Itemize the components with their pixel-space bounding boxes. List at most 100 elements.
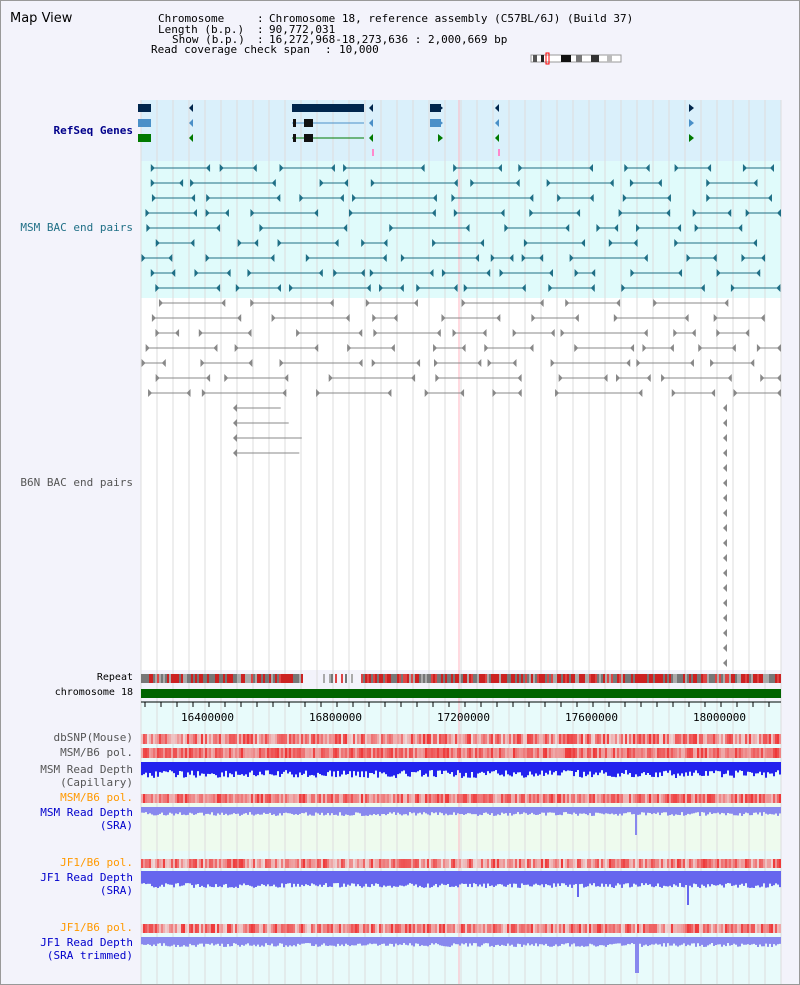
repeat-bar — [295, 674, 297, 683]
msm-pol-heat-bar — [229, 748, 231, 758]
jf1-pol-heat-bar — [277, 859, 279, 868]
jf1-pol-heat-bar — [709, 859, 711, 868]
msm-pol2-heat-bar — [643, 794, 645, 803]
msm-capillary-depth-bar — [611, 762, 613, 777]
msm-pol2-heat-bar — [257, 794, 259, 803]
jf1-trim-depth-bar — [707, 937, 709, 946]
msm-bac-end — [716, 269, 721, 277]
msm-sra-depth-bar — [361, 807, 363, 816]
jf1-trim-depth-bar — [171, 937, 173, 946]
msm-bac-end — [330, 164, 335, 172]
jf1-pol-heat-bar — [737, 859, 739, 868]
repeat-bar — [605, 674, 607, 683]
jf1-pol2-heat-bar — [171, 924, 173, 933]
msm-pol2-heat-bar — [299, 794, 301, 803]
jf1-pol2-heat-bar — [487, 924, 489, 933]
jf1-trim-depth-bar — [733, 937, 735, 944]
msm-pol2-heat-bar — [513, 794, 515, 803]
jf1-trim-depth-bar — [303, 937, 305, 944]
msm-pol2-heat-bar — [645, 794, 647, 803]
msm-pol-heat-bar — [673, 748, 675, 758]
dbsnp-heat-bar — [383, 734, 385, 744]
msm-pol-heat-bar — [551, 748, 553, 758]
b6n-bac-end — [206, 374, 211, 382]
jf1-pol-heat-bar — [305, 859, 307, 868]
msm-pol-heat-bar — [663, 748, 665, 758]
jf1-pol2-heat-bar — [545, 924, 547, 933]
jf1-pol2-heat-bar — [489, 924, 491, 933]
jf1-pol-heat-bar — [651, 859, 653, 868]
jf1-trim-depth-bar — [177, 937, 179, 946]
msm-capillary-depth-bar — [323, 762, 325, 776]
msm-bac-end — [643, 254, 648, 262]
dbsnp-heat-bar — [767, 734, 769, 744]
jf1-pol-heat-bar — [505, 859, 507, 868]
jf1-pol2-heat-bar — [435, 924, 437, 933]
jf1-sra-depth-bar — [343, 871, 345, 884]
jf1-pol2-heat-bar — [293, 924, 295, 933]
msm-sra-depth-bar — [319, 807, 321, 815]
jf1-pol-heat-bar — [221, 859, 223, 868]
msm-sra-depth-bar — [641, 807, 643, 813]
repeat-bar — [539, 674, 541, 683]
jf1-pol-heat-bar — [669, 859, 671, 868]
jf1-sra-depth-bar — [389, 871, 391, 886]
b6n-bac-end — [435, 374, 440, 382]
jf1-pol-heat-bar — [397, 859, 399, 868]
jf1-pol-heat-bar — [195, 859, 197, 868]
b6n-bac-end — [653, 299, 658, 307]
msm-capillary-depth-bar — [711, 762, 713, 772]
jf1-pol-heat-bar — [207, 859, 209, 868]
msm-pol-heat-bar — [553, 748, 555, 758]
repeat-bar — [627, 674, 629, 683]
repeat-bar — [771, 674, 773, 683]
repeat-bar — [735, 674, 737, 683]
jf1-sra-depth-bar — [377, 871, 379, 884]
jf1-trim-depth-bar — [547, 937, 549, 946]
dbsnp-heat-bar — [177, 734, 179, 744]
msm-sra-depth-bar — [451, 807, 453, 815]
repeat-bar — [607, 674, 609, 683]
msm-sra-depth-bar — [221, 807, 223, 813]
msm-sra-depth-bar — [303, 807, 305, 814]
jf1-pol2-heat-bar — [283, 924, 285, 933]
repeat-bar — [427, 674, 429, 683]
msm-pol-heat-bar — [635, 748, 637, 758]
msm-sra-depth-bar — [283, 807, 285, 814]
msm-bac-end — [226, 269, 231, 277]
msm-sra-depth-bar — [285, 807, 287, 813]
show-value: 16,272,968-18,273,636 : 2,000,669 bp — [269, 33, 508, 46]
jf1-trim-depth-bar — [349, 937, 351, 947]
snp-marker — [498, 149, 500, 156]
jf1-pol-heat-bar — [735, 859, 737, 868]
b6n-bac-end — [710, 359, 715, 367]
jf1-pol2-heat-bar — [657, 924, 659, 933]
jf1-pol-heat-bar — [459, 859, 461, 868]
jf1-sra-depth-bar — [407, 871, 409, 885]
msm-pol2-heat-bar — [437, 794, 439, 803]
dbsnp-heat-bar — [153, 734, 155, 744]
dbsnp-heat-bar — [255, 734, 257, 744]
msm-bac-end — [250, 209, 255, 217]
b6n-bac-end — [413, 299, 418, 307]
jf1-pol2-heat-bar — [473, 924, 475, 933]
jf1-sra-depth-bar — [515, 871, 517, 884]
jf1-pol-heat-bar — [681, 859, 683, 868]
msm-pol2-heat-bar — [623, 794, 625, 803]
msm-capillary-depth-bar — [755, 762, 757, 774]
repeat-bar — [583, 674, 585, 683]
msm-pol-heat-bar — [737, 748, 739, 758]
msm-capillary-depth-bar — [735, 762, 737, 771]
msm-pol2-heat-bar — [373, 794, 375, 803]
repeat-bar — [525, 674, 527, 683]
jf1-pol2-heat-bar — [529, 924, 531, 933]
dbsnp-heat-bar — [739, 734, 741, 744]
msm-pol-heat-bar — [259, 748, 261, 758]
jf1-pol-heat-bar — [657, 859, 659, 868]
msm-capillary-depth-bar — [777, 762, 779, 771]
msm-sra-depth-bar — [421, 807, 423, 815]
jf1-trim-depth-bar — [247, 937, 249, 944]
dbsnp-heat-bar — [157, 734, 159, 744]
